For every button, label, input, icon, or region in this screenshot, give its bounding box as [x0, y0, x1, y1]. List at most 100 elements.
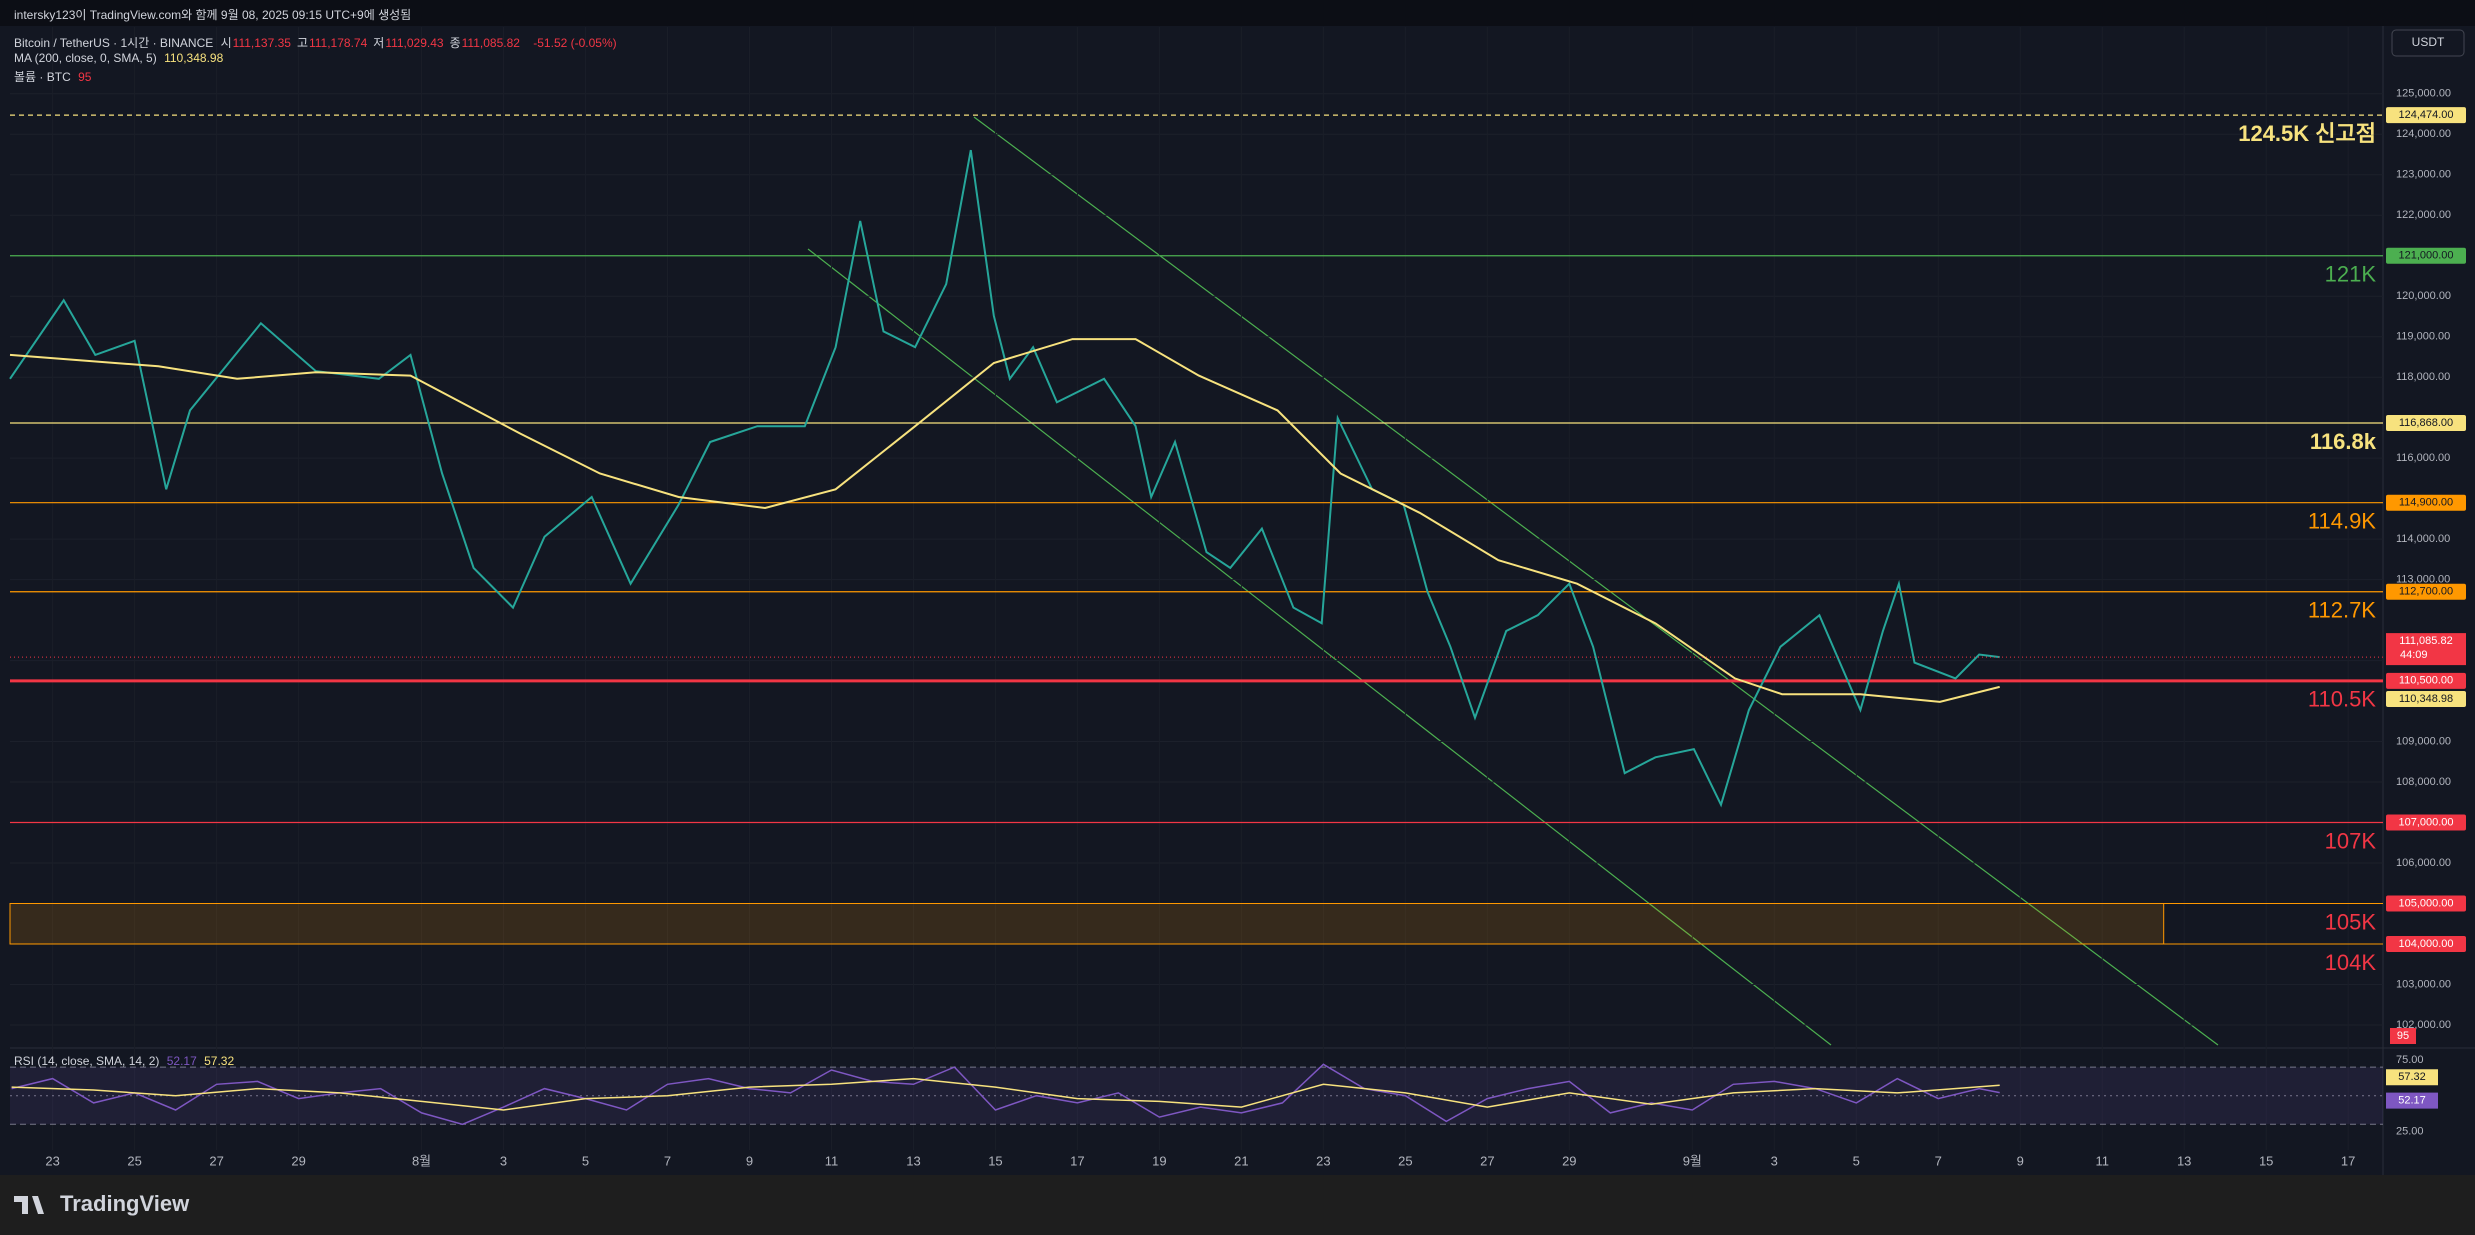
- trend-line: [973, 116, 2219, 1046]
- y-tick-label: 124,000.00: [2396, 128, 2451, 140]
- author-line: intersky123이 TradingView.com와 함께 9월 08, …: [14, 8, 412, 22]
- x-tick-label: 27: [209, 1153, 223, 1168]
- price-badge-label: 104,000.00: [2398, 938, 2453, 950]
- y-tick-label: 75.00: [2396, 1054, 2424, 1066]
- series-line: [11, 1063, 2000, 1126]
- change: -51.52 (-0.05%): [533, 36, 617, 50]
- volume-row: 볼륨 · BTC 95: [14, 68, 95, 85]
- x-tick-label: 7: [664, 1153, 671, 1168]
- x-tick-label: 9: [746, 1153, 753, 1168]
- level-tag: 110.5K: [2308, 687, 2376, 712]
- x-tick-label: 21: [1234, 1153, 1248, 1168]
- y-tick-label: 114,000.00: [2396, 533, 2450, 545]
- price-badge: [2386, 247, 2466, 264]
- rsi-badge: [2386, 1069, 2438, 1086]
- x-tick-label: 5: [582, 1153, 589, 1168]
- x-tick-label: 25: [127, 1153, 141, 1168]
- rsi-ma-value: 57.32: [204, 1054, 235, 1068]
- price-badge-label: 105,000.00: [2398, 897, 2453, 909]
- price-badge: [2386, 895, 2466, 912]
- level-tag: 121K: [2325, 262, 2377, 287]
- currency-button[interactable]: [2391, 29, 2465, 57]
- price-badge-label: 121,000.00: [2398, 250, 2453, 262]
- y-tick-label: 113,000.00: [2396, 574, 2450, 586]
- y-tick-label: 116,000.00: [2396, 452, 2450, 464]
- ohlc-key: 시: [220, 36, 232, 50]
- x-tick-label: 11: [825, 1153, 839, 1168]
- x-tick-label: 7: [1935, 1153, 1942, 1168]
- price-badge: [2386, 583, 2466, 600]
- price-badge: [2386, 814, 2466, 831]
- x-tick-label: 13: [906, 1153, 920, 1168]
- y-tick-label: 108,000.00: [2396, 776, 2451, 788]
- x-tick-label: 15: [2259, 1153, 2273, 1168]
- price-badge: [2386, 494, 2466, 511]
- price-badge: [2386, 690, 2466, 707]
- price-badge-label: 107,000.00: [2398, 816, 2453, 828]
- symbol-row: Bitcoin / TetherUS · 1시간 · BINANCE 시111,…: [14, 34, 621, 51]
- y-tick-label: 109,000.00: [2396, 735, 2451, 747]
- countdown: 44:09: [2400, 649, 2428, 661]
- y-tick-label: 102,000.00: [2396, 1019, 2451, 1031]
- price-badge-label: 110,500.00: [2399, 675, 2453, 687]
- x-tick-label: 8월: [412, 1153, 431, 1168]
- x-tick-label: 9월: [1683, 1153, 1702, 1168]
- volume-value: 95: [78, 70, 92, 84]
- x-tick-label: 19: [1152, 1153, 1166, 1168]
- price-badge: [2386, 107, 2466, 124]
- level-tag: 107K: [2325, 828, 2377, 853]
- ma-label: MA (200, close, 0, SMA, 5): [14, 51, 157, 65]
- price-badge: [2386, 415, 2466, 432]
- level-tag: 112.7K: [2308, 598, 2376, 623]
- trend-line: [807, 248, 1832, 1046]
- level-tag: 114.9K: [2308, 509, 2376, 534]
- x-tick-label: 17: [2341, 1153, 2355, 1168]
- x-tick-label: 29: [1562, 1153, 1576, 1168]
- x-tick-label: 23: [45, 1153, 59, 1168]
- price-badge: [2386, 935, 2466, 952]
- currency-label: USDT: [2412, 35, 2445, 49]
- x-tick-label: 3: [500, 1153, 507, 1168]
- ohlc-value: 111,029.43: [385, 36, 444, 50]
- x-tick-label: 29: [291, 1153, 305, 1168]
- level-tag: 116.8k: [2310, 429, 2377, 454]
- y-tick-label: 120,000.00: [2396, 290, 2451, 302]
- ohlc-key: 저: [373, 36, 385, 50]
- rsi-badge-label: 57.32: [2398, 1071, 2426, 1083]
- volume-badge-label: 95: [2397, 1030, 2409, 1042]
- rsi-badge-label: 52.17: [2398, 1095, 2426, 1107]
- last-price-badge: [2386, 633, 2466, 666]
- top-bar: [0, 0, 2475, 26]
- price-badge-label: 112,700.00: [2399, 586, 2453, 598]
- rsi-band-fill: [10, 1067, 2383, 1125]
- series-line: [9, 338, 2000, 703]
- level-tag: 124.5K 신고점: [2238, 121, 2376, 146]
- x-tick-label: 23: [1316, 1153, 1330, 1168]
- zone: [9, 902, 2165, 945]
- x-tick-label: 17: [1070, 1153, 1084, 1168]
- brand: TradingView: [60, 1191, 190, 1216]
- y-tick-label: 125,000.00: [2396, 88, 2451, 100]
- x-tick-label: 9: [2017, 1153, 2024, 1168]
- level-tag: 105K: [2325, 909, 2377, 934]
- ohlc-value: 111,085.82: [461, 36, 520, 50]
- ma-value: 110,348.98: [164, 51, 224, 65]
- ohlc: 시111,137.35 고111,178.74 저111,029.43 종111,08…: [221, 36, 526, 50]
- ohlc-key: 종: [449, 36, 461, 50]
- y-tick-label: 103,000.00: [2396, 978, 2451, 990]
- last-price-label: 111,085.82: [2399, 635, 2452, 647]
- y-tick-label: 118,000.00: [2396, 371, 2450, 383]
- ohlc-value: 111,178.74: [308, 36, 368, 50]
- price-badge-label: 114,900.00: [2399, 497, 2453, 509]
- price-badge-label: 116,868.00: [2399, 417, 2453, 429]
- x-tick-label: 5: [1853, 1153, 1860, 1168]
- series-line: [9, 149, 2000, 808]
- x-tick-label: 27: [1480, 1153, 1494, 1168]
- y-tick-label: 123,000.00: [2396, 169, 2451, 181]
- rsi-badge: [2386, 1092, 2438, 1109]
- ohlc-value: 111,137.35: [232, 36, 291, 50]
- x-tick-label: 25: [1398, 1153, 1412, 1168]
- volume-label: 볼륨 · BTC: [14, 70, 71, 84]
